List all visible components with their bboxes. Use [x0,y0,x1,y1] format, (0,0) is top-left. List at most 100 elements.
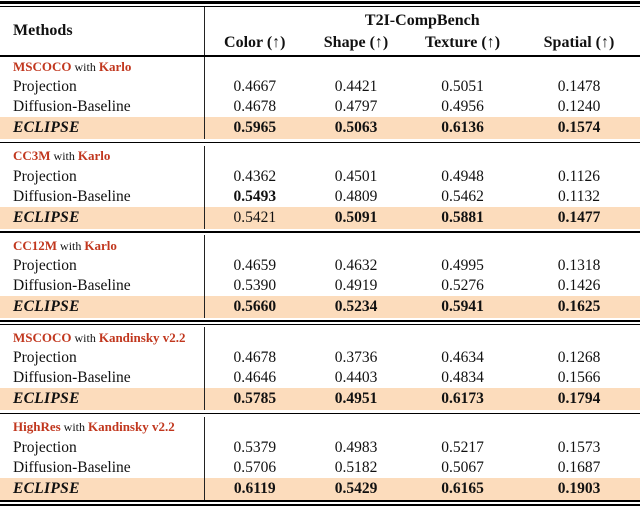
table-row: Projection 0.4659 0.4632 0.4995 0.1318 [0,256,640,277]
table-row: Diffusion-Baseline 0.4646 0.4403 0.4834 0.15… [0,368,640,389]
group-divider-cell [0,139,640,146]
value-cell: 0.1566 [557,369,601,387]
method-cell: Diffusion-Baseline [0,97,205,118]
value-cell: 0.5421 [233,208,277,226]
value-cell: 0.5091 [334,208,378,226]
value-cell: 0.3736 [334,349,378,367]
dataset-name: HighRes [13,419,61,435]
group-divider-cell [0,410,640,417]
model-name: Karlo [98,59,132,75]
table-row: ECLIPSE 0.5965 0.5063 0.6136 0.1574 [0,117,640,140]
value-cell: 0.1477 [557,208,601,226]
dataset-name: MSCOCO [13,59,72,75]
group-label-cell: CC3M with Karlo [0,145,205,167]
column-header-texture: Texture (↑) [407,30,518,58]
value-cell: 0.1132 [557,187,601,205]
group-label-cell: MSCOCO with Kandinsky v2.2 [0,327,205,349]
value-cell: 0.1268 [557,349,601,367]
dataset-name: MSCOCO [13,329,72,345]
top-rule-thin [0,5,640,8]
value-cell: 0.4403 [334,369,378,387]
value-cell: 0.4919 [334,277,378,295]
value-cell: 0.5881 [441,208,484,226]
value-cell: 0.5182 [334,458,378,476]
with-text: with [71,60,99,75]
value-cell: 0.1478 [557,78,601,96]
table-top-rule [0,1,640,8]
value-cell: 0.4646 [233,369,277,387]
table-row: Diffusion-Baseline 0.5390 0.4919 0.5276 0.14… [0,276,640,297]
value-cell: 0.1903 [557,479,601,497]
divider-line [0,323,640,326]
divider-line [0,231,640,233]
table-row: ECLIPSE 0.5421 0.5091 0.5881 0.1477 [0,206,640,229]
value-cell: 0.6173 [441,390,484,408]
value-cell: 0.5706 [233,458,277,476]
value-cell: 0.5217 [441,438,484,456]
divider-line [0,141,640,144]
table-body: MSCOCO with Karlo Projection 0.4667 0.4421 0… [0,56,640,500]
value-cell: 0.4667 [233,78,277,96]
value-cell: 0.4659 [233,257,277,275]
value-cell: 0.1687 [557,458,601,476]
methods-column-header: Methods [0,7,205,58]
bottom-rule-thick [0,499,640,503]
value-cell: 0.5660 [233,298,277,316]
group-label-filler [204,327,640,348]
value-cell: 0.5276 [441,277,484,295]
value-cell: 0.4632 [334,257,378,275]
method-cell: Projection [0,437,205,458]
method-cell: Projection [0,348,205,369]
value-cell: 0.4809 [334,187,378,205]
value-cell: 0.5462 [441,187,484,205]
value-cell: 0.4421 [334,78,378,96]
value-cell: 0.5429 [334,479,378,497]
table-row: ECLIPSE 0.6119 0.5429 0.6165 0.1903 [0,477,640,500]
method-cell: ECLIPSE [0,117,205,140]
bottom-rule-thin [0,504,640,506]
method-cell: Projection [0,166,205,187]
group-divider-row [0,410,640,417]
method-cell: Diffusion-Baseline [0,186,205,207]
group-label-cell: CC12M with Karlo [0,235,205,257]
value-cell: 0.4956 [441,98,484,116]
value-cell: 0.5785 [233,390,277,408]
method-cell: Diffusion-Baseline [0,276,205,297]
benchmark-title: T2I-CompBench [364,12,480,30]
table-row: Diffusion-Baseline 0.5706 0.5182 0.5067 0.16… [0,457,640,478]
table-row: Projection 0.4362 0.4501 0.4948 0.1126 [0,166,640,187]
group-label-filler [204,235,640,256]
value-cell: 0.4797 [334,98,378,116]
value-cell: 0.5067 [441,458,484,476]
value-cell: 0.4501 [334,167,378,185]
group-label-cell: MSCOCO with Karlo [0,56,205,78]
value-cell: 0.5379 [233,438,277,456]
value-cell: 0.1318 [557,257,601,275]
group-label-row: MSCOCO with Kandinsky v2.2 [0,327,640,349]
header-row-benchmark: Methods T2I-CompBench [0,7,640,58]
value-cell: 0.5051 [441,78,484,96]
group-label-row: CC12M with Karlo [0,235,640,257]
value-cell: 0.4678 [233,349,277,367]
column-header-shape: Shape (↑) [305,30,407,58]
method-cell: ECLIPSE [0,206,205,229]
group-divider-cell [0,229,640,236]
with-text: with [50,149,78,164]
value-cell: 0.4834 [441,369,484,387]
table-row: Diffusion-Baseline 0.4678 0.4797 0.4956 0.12… [0,97,640,118]
value-cell: 0.6136 [441,119,484,137]
value-cell: 0.4983 [334,438,378,456]
group-label-filler [204,417,640,438]
value-cell: 0.4951 [334,390,378,408]
method-cell: Projection [0,77,205,98]
method-cell: Diffusion-Baseline [0,368,205,389]
value-cell: 0.4362 [233,167,277,185]
with-text: with [57,238,85,253]
value-cell: 0.1794 [557,390,601,408]
value-cell: 0.1426 [557,277,601,295]
table-row: Diffusion-Baseline 0.5493 0.4809 0.5462 0.11… [0,186,640,207]
with-text: with [60,420,89,435]
model-name: Karlo [84,237,117,253]
top-rule-thick [0,1,640,4]
method-cell: ECLIPSE [0,296,205,319]
